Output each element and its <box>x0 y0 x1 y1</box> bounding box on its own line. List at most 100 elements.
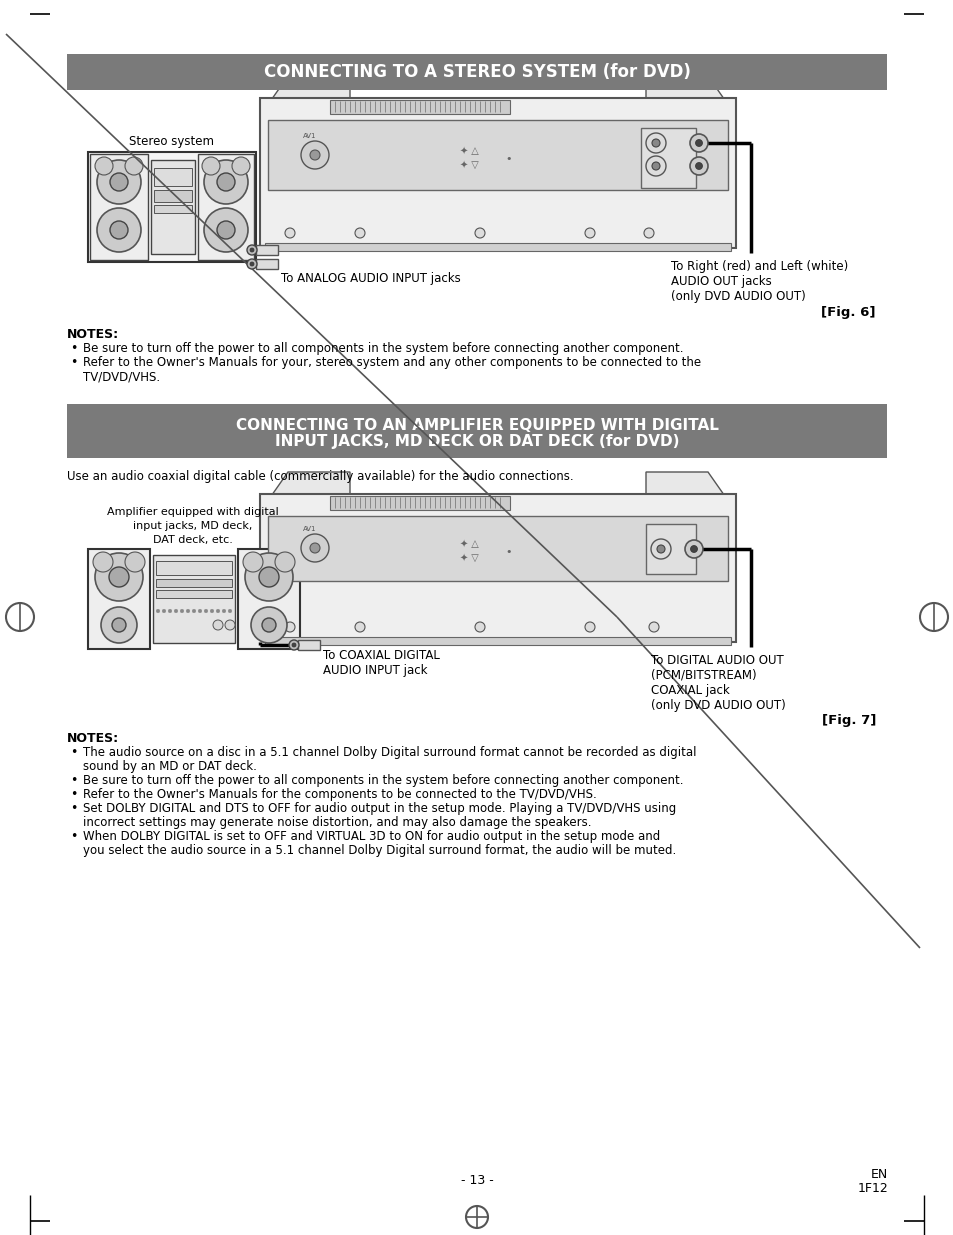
Text: you select the audio source in a 5.1 channel Dolby Digital surround format, the : you select the audio source in a 5.1 cha… <box>83 844 676 857</box>
Circle shape <box>225 620 234 630</box>
Circle shape <box>213 620 223 630</box>
Bar <box>156 590 232 598</box>
Circle shape <box>475 622 484 632</box>
Bar <box>151 161 194 254</box>
Text: EN: EN <box>870 1168 887 1181</box>
Text: •: • <box>70 830 77 844</box>
Bar <box>268 516 727 580</box>
Circle shape <box>690 546 697 552</box>
Circle shape <box>204 609 208 613</box>
Text: NOTES:: NOTES: <box>67 732 119 745</box>
Circle shape <box>192 609 195 613</box>
Circle shape <box>355 622 365 632</box>
Text: •: • <box>504 547 511 557</box>
Circle shape <box>204 161 248 204</box>
Text: •: • <box>70 788 77 802</box>
Bar <box>297 640 319 650</box>
Polygon shape <box>260 472 350 513</box>
Text: Stereo system: Stereo system <box>130 135 214 148</box>
Circle shape <box>110 221 128 240</box>
Circle shape <box>475 228 484 238</box>
Text: Be sure to turn off the power to all components in the system before connecting : Be sure to turn off the power to all com… <box>83 342 682 354</box>
Text: CONNECTING TO AN AMPLIFIER EQUIPPED WITH DIGITAL: CONNECTING TO AN AMPLIFIER EQUIPPED WITH… <box>235 417 718 433</box>
Circle shape <box>174 609 177 613</box>
Circle shape <box>97 207 141 252</box>
Text: Amplifier equipped with digital: Amplifier equipped with digital <box>107 508 278 517</box>
Text: sound by an MD or DAT deck.: sound by an MD or DAT deck. <box>83 760 256 773</box>
Text: When DOLBY DIGITAL is set to OFF and VIRTUAL 3D to ON for audio output in the se: When DOLBY DIGITAL is set to OFF and VIR… <box>83 830 659 844</box>
Text: ✦ △: ✦ △ <box>459 146 478 156</box>
Circle shape <box>216 221 234 240</box>
Circle shape <box>95 553 143 601</box>
Circle shape <box>247 259 256 269</box>
Circle shape <box>112 618 126 632</box>
Text: - 13 -: - 13 - <box>460 1174 493 1187</box>
Text: •: • <box>70 774 77 787</box>
Circle shape <box>6 603 34 631</box>
Text: ✦ ▽: ✦ ▽ <box>459 161 478 170</box>
Polygon shape <box>645 77 735 116</box>
Bar <box>640 128 696 188</box>
Text: To DIGITAL AUDIO OUT: To DIGITAL AUDIO OUT <box>650 655 783 667</box>
Circle shape <box>695 140 701 147</box>
Bar <box>153 205 192 212</box>
Circle shape <box>689 157 707 175</box>
Bar <box>260 98 735 248</box>
Circle shape <box>650 538 670 559</box>
Circle shape <box>245 553 293 601</box>
Text: AUDIO OUT jacks: AUDIO OUT jacks <box>670 275 771 288</box>
Circle shape <box>648 622 659 632</box>
Bar <box>156 561 232 576</box>
Bar <box>88 550 150 650</box>
Text: ✦ ▽: ✦ ▽ <box>459 553 478 563</box>
Text: CONNECTING TO A STEREO SYSTEM (for DVD): CONNECTING TO A STEREO SYSTEM (for DVD) <box>263 63 690 82</box>
Text: Use an audio coaxial digital cable (commercially available) for the audio connec: Use an audio coaxial digital cable (comm… <box>67 471 573 483</box>
Circle shape <box>97 161 141 204</box>
Circle shape <box>250 248 253 252</box>
Bar <box>645 524 696 574</box>
Bar <box>330 100 510 114</box>
Circle shape <box>285 622 294 632</box>
Circle shape <box>247 245 256 254</box>
Bar <box>67 54 886 90</box>
Circle shape <box>643 228 654 238</box>
Circle shape <box>180 609 184 613</box>
Circle shape <box>125 157 143 175</box>
Circle shape <box>301 534 329 562</box>
Circle shape <box>657 545 664 553</box>
Circle shape <box>95 157 112 175</box>
Text: Be sure to turn off the power to all components in the system before connecting : Be sure to turn off the power to all com… <box>83 774 682 787</box>
Circle shape <box>310 149 319 161</box>
Circle shape <box>156 609 160 613</box>
Polygon shape <box>645 472 735 513</box>
Bar <box>265 243 730 251</box>
Text: AV1: AV1 <box>303 526 316 532</box>
Text: Refer to the Owner's Manuals for your, stereo system and any other components to: Refer to the Owner's Manuals for your, s… <box>83 356 700 369</box>
Circle shape <box>651 140 659 147</box>
Text: •: • <box>504 154 511 164</box>
Circle shape <box>110 173 128 191</box>
Bar <box>67 404 886 458</box>
Circle shape <box>301 141 329 169</box>
Text: •: • <box>70 342 77 354</box>
Text: (PCM/BITSTREAM): (PCM/BITSTREAM) <box>650 669 756 682</box>
Bar <box>255 245 277 254</box>
Text: input jacks, MD deck,: input jacks, MD deck, <box>133 521 253 531</box>
Circle shape <box>243 552 263 572</box>
Circle shape <box>204 207 248 252</box>
Circle shape <box>584 622 595 632</box>
Circle shape <box>645 133 665 153</box>
Bar <box>268 120 727 190</box>
Text: •: • <box>70 356 77 369</box>
Circle shape <box>92 552 112 572</box>
Circle shape <box>645 156 665 177</box>
Circle shape <box>216 609 219 613</box>
Circle shape <box>258 567 278 587</box>
Circle shape <box>216 173 234 191</box>
Circle shape <box>210 609 213 613</box>
Bar <box>265 637 730 645</box>
Text: COAXIAL jack: COAXIAL jack <box>650 684 729 697</box>
Circle shape <box>285 228 294 238</box>
Text: TV/DVD/VHS.: TV/DVD/VHS. <box>83 370 160 383</box>
Circle shape <box>355 228 365 238</box>
